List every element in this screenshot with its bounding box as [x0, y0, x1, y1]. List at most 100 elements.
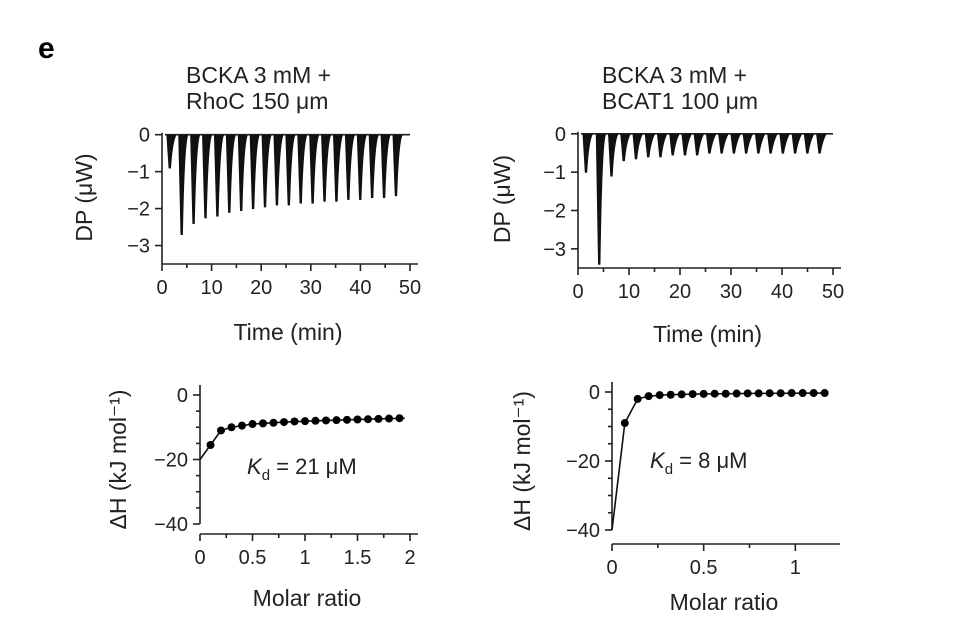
kd-annotation: Kd = 21 μM: [247, 454, 357, 484]
data-point: [217, 426, 225, 435]
data-point: [620, 419, 629, 428]
y-axis-label: DP (μW): [489, 155, 515, 243]
data-point: [677, 390, 686, 399]
injection-peak: [225, 134, 236, 213]
y-tick-label: −40: [154, 514, 188, 536]
x-tick-label: 1: [790, 557, 801, 579]
data-point: [259, 419, 267, 428]
x-tick-label: 30: [300, 277, 322, 299]
x-tick-label: 0: [156, 277, 167, 299]
data-point: [765, 389, 774, 398]
injection-peak: [392, 134, 403, 197]
y-tick-label: 0: [139, 125, 150, 147]
injection-peak: [344, 134, 356, 200]
data-point: [395, 414, 404, 423]
itc-fit-rhoc-chart: 0 −20 −40 0 0.5 1 1.5 2 Molar ratio ΔH (kJ mol⁻¹)…: [105, 385, 418, 611]
x-axis-label: Time (min): [653, 321, 762, 347]
injection-peak: [297, 134, 308, 204]
data-point: [343, 415, 351, 424]
y-tick-label: −40: [566, 520, 600, 542]
injection-peak: [595, 133, 607, 265]
data-point: [688, 390, 697, 399]
itc-raw-bcat1-chart: BCKA 3 mM +BCAT1 100 μm 0 −1 −2 −3 0 10 20 30 40 5…: [489, 62, 844, 347]
data-point: [311, 416, 320, 425]
data-point: [776, 389, 785, 398]
x-tick-label: 0.5: [690, 557, 718, 579]
injection-peak: [249, 134, 260, 210]
x-axis-label: Molar ratio: [670, 589, 779, 615]
x-tick-label: 40: [349, 277, 371, 299]
data-point: [364, 415, 372, 424]
data-point: [809, 389, 818, 398]
x-tick-label: 1: [299, 547, 310, 569]
x-tick-label: 10: [200, 277, 222, 299]
y-tick-label: 0: [177, 385, 188, 407]
data-point: [374, 414, 383, 423]
x-tick-label: 0: [194, 547, 205, 569]
x-axis-label: Molar ratio: [253, 585, 362, 611]
injection-peak: [321, 134, 332, 202]
injection-peak: [779, 133, 790, 154]
injection-peak: [620, 133, 631, 162]
injection-peak: [333, 134, 344, 202]
chart-title-line: BCKA 3 mM +: [186, 62, 331, 88]
x-tick-label: 20: [669, 281, 691, 303]
y-tick-label: −20: [566, 451, 600, 473]
injection-peak: [309, 134, 320, 204]
injection-peak: [285, 134, 296, 206]
data-point: [644, 392, 653, 401]
data-point: [721, 389, 730, 398]
injection-peak: [669, 133, 680, 156]
injection-peak: [273, 134, 284, 206]
data-point: [666, 390, 675, 399]
injection-peak: [754, 133, 766, 154]
y-axis-label: ΔH (kJ mol⁻¹): [105, 390, 131, 530]
y-tick-label: 0: [589, 382, 600, 404]
data-point: [332, 416, 341, 425]
chart-title-line: BCKA 3 mM +: [602, 62, 747, 88]
chart-title-line: BCAT1 100 μm: [602, 88, 758, 114]
injection-peak: [166, 134, 177, 169]
data-point: [710, 389, 719, 398]
data-point: [743, 389, 752, 398]
data-point: [699, 389, 708, 398]
itc-raw-rhoc-chart: BCKA 3 mM +RhoC 150 μm 0 −1 −2 −3 0 10 20 30 40 50…: [71, 62, 421, 345]
x-tick-label: 20: [250, 277, 272, 299]
y-tick-label: −3: [127, 236, 150, 258]
y-axis-label: DP (μW): [71, 153, 97, 241]
injection-peak: [632, 133, 643, 160]
data-point: [787, 389, 796, 398]
injection-peak: [644, 133, 656, 158]
data-point: [732, 389, 741, 398]
injection-peak: [767, 133, 778, 154]
injection-peak: [202, 134, 213, 219]
data-point: [269, 418, 278, 427]
injection-peak: [693, 133, 704, 156]
x-tick-label: 0.5: [239, 547, 267, 569]
x-tick-label: 30: [720, 281, 742, 303]
y-tick-label: −2: [543, 201, 566, 223]
y-tick-label: −20: [154, 450, 188, 472]
x-axis-label: Time (min): [233, 319, 342, 345]
data-point: [655, 391, 664, 400]
injection-peak: [718, 133, 729, 154]
data-point: [248, 420, 257, 429]
injection-peak: [656, 133, 668, 158]
kd-annotation: Kd = 8 μM: [650, 448, 747, 478]
injection-peak: [237, 134, 248, 212]
injection-peak: [261, 134, 272, 208]
injection-peak: [356, 134, 367, 200]
data-point: [290, 417, 299, 426]
x-tick-label: 40: [771, 281, 793, 303]
injection-peak: [178, 134, 189, 236]
itc-fit-bcat1-chart: 0 −20 −40 0 0.5 1 Molar ratio ΔH (kJ mol⁻¹) Kd =…: [509, 382, 840, 615]
injection-peak: [608, 133, 619, 177]
injection-peak: [705, 133, 717, 154]
chart-title-line: RhoC 150 μm: [186, 88, 328, 114]
y-tick-label: −2: [127, 199, 150, 221]
data-point: [322, 416, 330, 425]
data-point: [238, 421, 246, 430]
panel-label: e: [38, 32, 55, 65]
injection-peak: [730, 133, 741, 154]
